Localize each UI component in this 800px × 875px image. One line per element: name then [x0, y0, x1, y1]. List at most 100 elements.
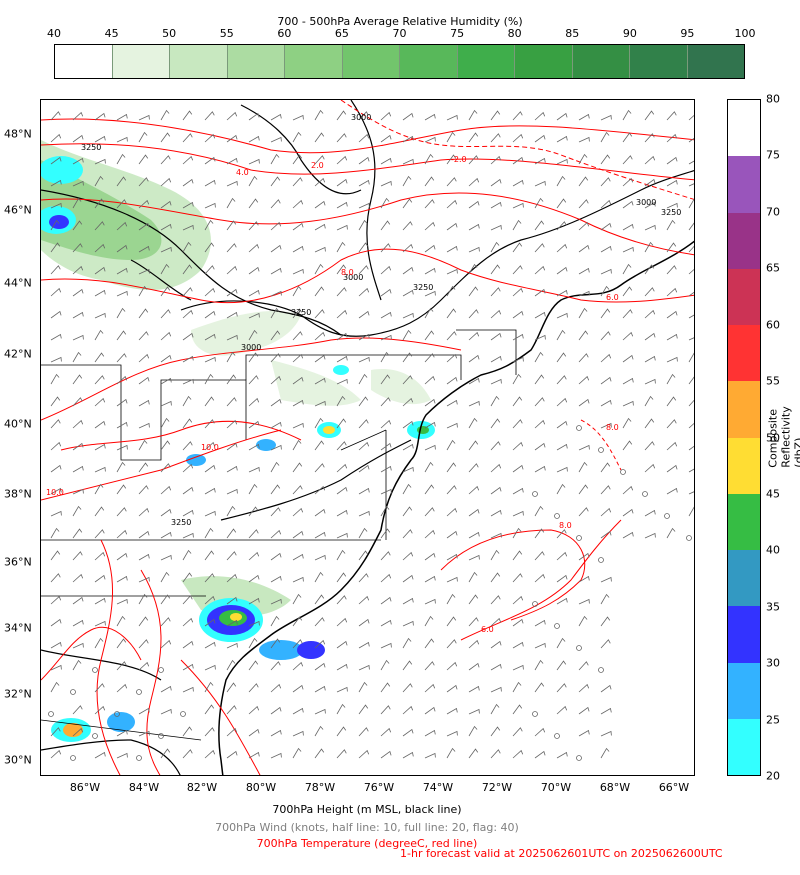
- wind-barb: [556, 312, 568, 319]
- wind-barb: [578, 290, 590, 297]
- wind-barb: [160, 223, 172, 231]
- wind-barb: [424, 507, 435, 517]
- wind-barb: [688, 468, 694, 473]
- wind-barb: [270, 638, 281, 649]
- wind-barb: [490, 378, 502, 385]
- wind-barb: [578, 330, 589, 341]
- wind-barb: [50, 573, 61, 583]
- wind-barb: [72, 157, 84, 165]
- dbz-tick-label: 20: [766, 769, 780, 783]
- wind-barb: [270, 176, 281, 187]
- wind-barb: [688, 291, 694, 297]
- wind-barb: [534, 111, 546, 121]
- wind-barb: [402, 135, 414, 143]
- wind-barb: [578, 375, 590, 385]
- wind-barb: [512, 704, 523, 715]
- wind-barb: [116, 199, 127, 209]
- wind-barb: [116, 153, 126, 165]
- calm-wind-circle: [92, 733, 98, 739]
- wind-barb: [248, 483, 258, 495]
- wind-barb: [446, 530, 458, 539]
- wind-barb: [116, 421, 128, 429]
- wind-barb: [336, 726, 347, 737]
- wind-barb: [468, 725, 478, 737]
- wind-barb: [468, 508, 480, 517]
- wind-barb: [248, 443, 260, 451]
- wind-barb: [314, 246, 326, 253]
- wind-barb: [292, 308, 303, 319]
- wind-barb: [94, 506, 105, 517]
- wind-barb: [512, 202, 524, 209]
- wind-barb: [116, 729, 128, 737]
- calm-wind-circle: [554, 623, 560, 629]
- rh-colorbar-segment: [285, 45, 343, 78]
- wind-barb: [270, 221, 282, 231]
- footer-height-legend: 700hPa Height (m MSL, black line): [272, 803, 462, 816]
- wind-barb: [226, 619, 238, 627]
- height-label: 3000: [636, 198, 656, 207]
- wind-barb: [600, 730, 612, 737]
- wind-barb: [248, 289, 260, 297]
- wind-barb: [688, 198, 694, 209]
- wind-barb: [116, 307, 126, 319]
- wind-barb: [468, 440, 479, 451]
- wind-barb: [94, 312, 106, 319]
- wind-barb: [72, 351, 82, 363]
- wind-barb: [116, 267, 128, 275]
- wind-barb: [380, 642, 392, 649]
- wind-barb: [424, 244, 436, 253]
- wind-barb: [600, 530, 612, 539]
- wind-barb: [622, 508, 634, 517]
- wind-barb: [336, 617, 348, 627]
- wind-barb: [380, 180, 392, 187]
- wind-barb: [556, 221, 567, 231]
- wind-barb: [248, 312, 260, 319]
- wind-barb: [666, 373, 676, 385]
- wind-barb: [226, 642, 238, 649]
- wind-barb: [292, 730, 304, 737]
- wind-barb: [512, 111, 523, 121]
- wind-barb: [380, 220, 391, 231]
- wind-barb: [490, 617, 502, 627]
- calm-wind-circle: [114, 711, 120, 717]
- wind-barb: [138, 353, 150, 363]
- wind-barb: [534, 642, 546, 649]
- wind-barb: [248, 221, 259, 231]
- wind-barb: [204, 242, 215, 253]
- wind-barb: [270, 353, 281, 363]
- wind-barb: [336, 595, 347, 605]
- wind-barb: [160, 246, 172, 253]
- temp-label: 10.0: [46, 488, 64, 497]
- rh-colorbar-segment: [457, 45, 515, 78]
- reflectivity-colorbar: [727, 99, 761, 776]
- temperature-contours: [41, 118, 694, 775]
- wind-barb: [424, 461, 434, 473]
- wind-barb: [600, 707, 612, 715]
- wind-barb: [446, 399, 458, 407]
- wind-barb: [512, 287, 524, 297]
- wind-barb: [204, 396, 215, 407]
- wind-barb: [490, 441, 501, 451]
- wind-barb: [468, 155, 479, 165]
- height-label: 3250: [661, 208, 681, 217]
- wind-barb: [556, 751, 568, 759]
- wind-barb: [578, 729, 590, 737]
- state-boundaries: [41, 329, 517, 741]
- wind-barb: [644, 287, 655, 297]
- wind-barb: [314, 617, 325, 627]
- wind-barb: [512, 356, 524, 363]
- wind-barb: [358, 156, 370, 165]
- calm-wind-circle: [576, 425, 582, 431]
- calm-wind-circle: [686, 535, 692, 541]
- longitude-label: 66°W: [658, 781, 690, 794]
- wind-barb: [556, 375, 567, 385]
- wind-barb: [182, 224, 194, 231]
- wind-barb: [204, 464, 216, 473]
- wind-barb: [72, 111, 84, 121]
- wind-barb: [248, 660, 259, 671]
- wind-barb: [72, 442, 84, 451]
- wind-barb: [490, 509, 502, 517]
- wind-barb: [688, 506, 694, 517]
- wind-barb: [424, 153, 434, 165]
- wind-barb: [94, 198, 105, 209]
